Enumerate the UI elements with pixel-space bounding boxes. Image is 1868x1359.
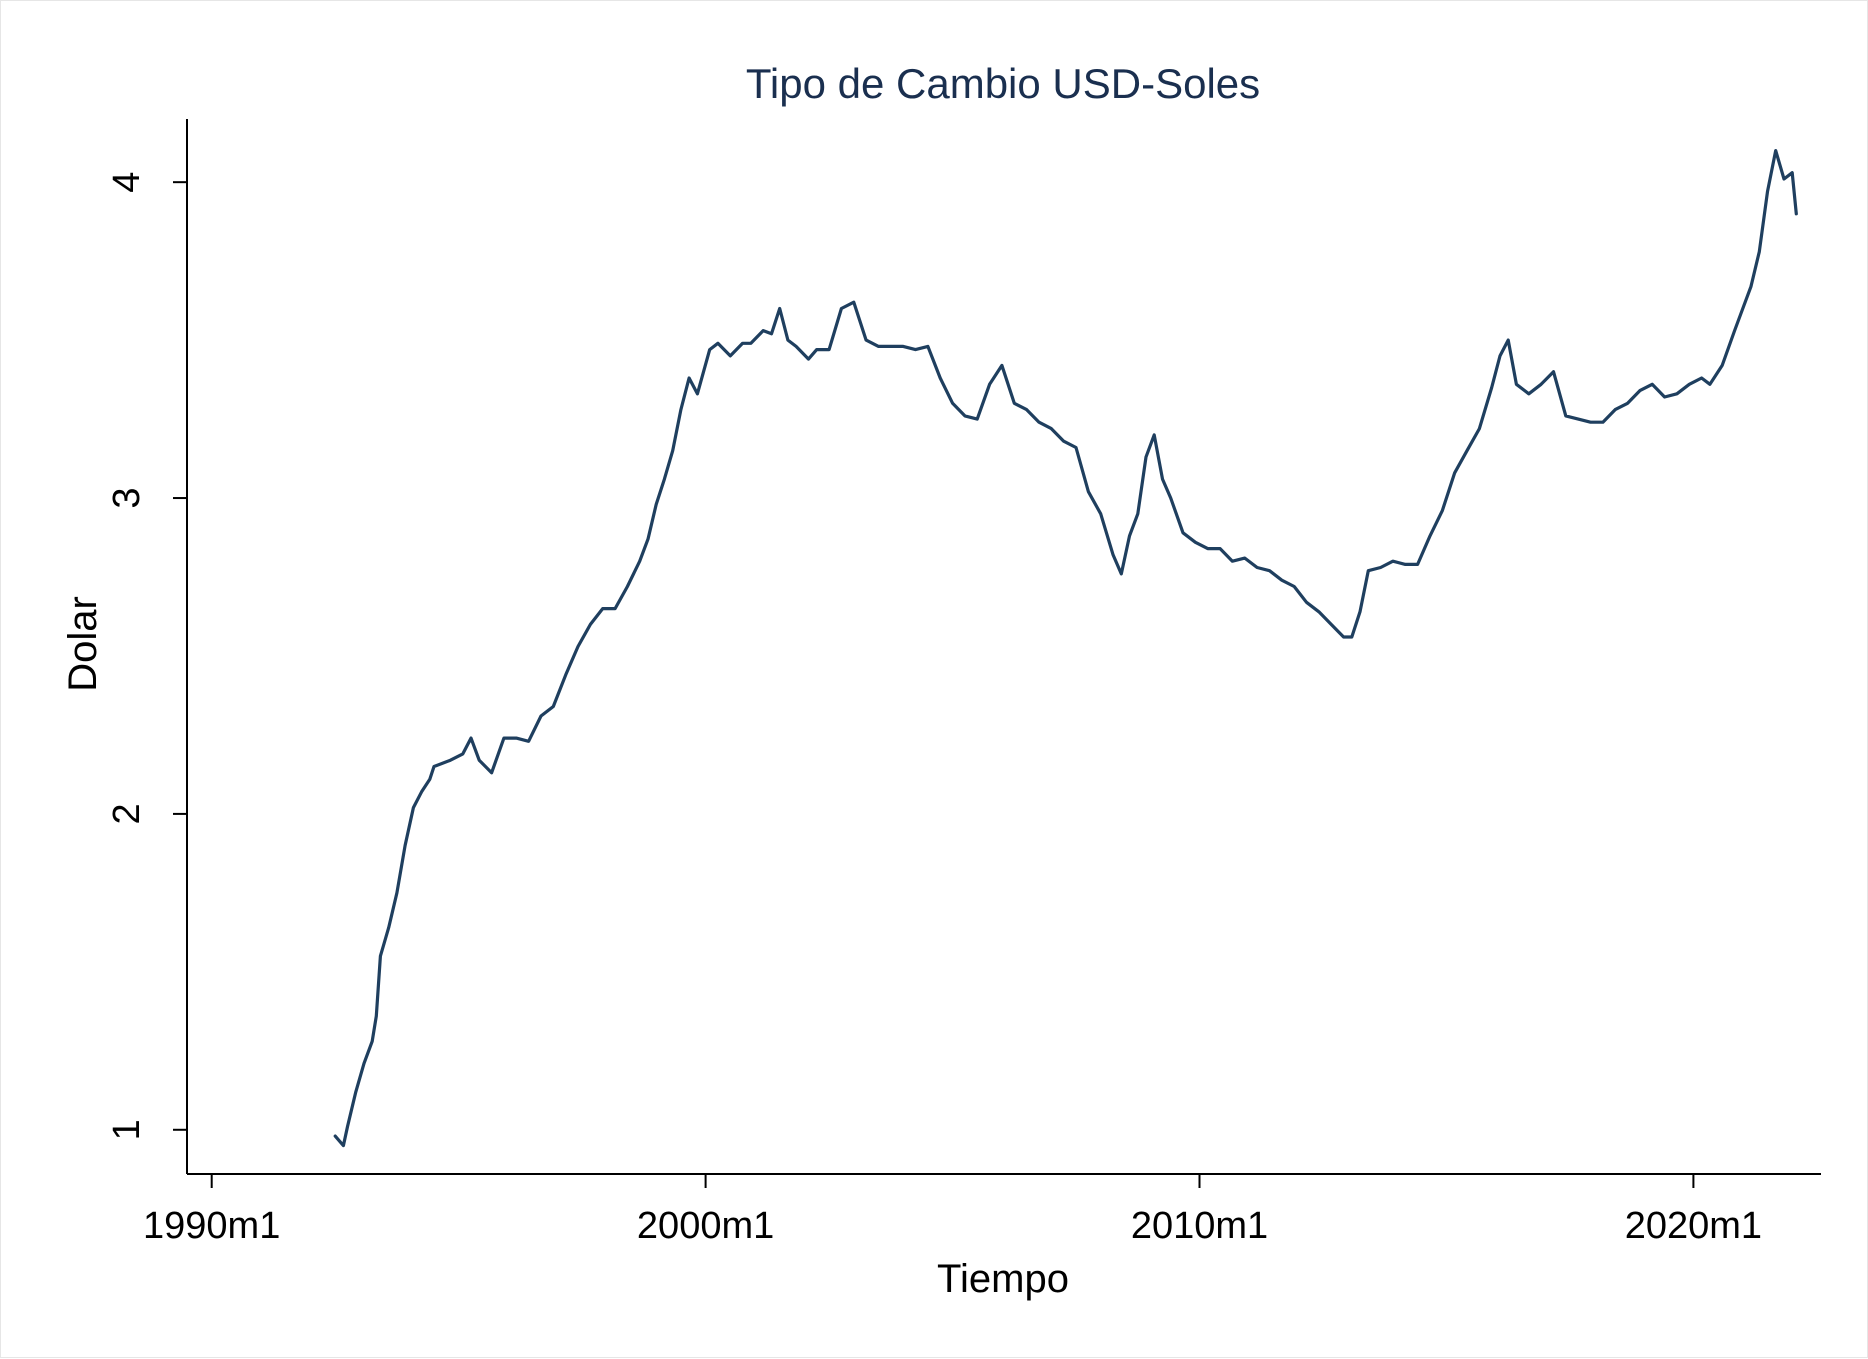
x-tick-label: 2000m1 — [637, 1205, 774, 1247]
y-tick-label: 4 — [106, 172, 148, 193]
y-axis-ticks: 1 2 3 4 — [106, 172, 187, 1141]
x-axis-ticks: 1990m1 2000m1 2010m1 2020m1 — [143, 1174, 1762, 1247]
y-tick-label: 3 — [106, 487, 148, 508]
x-tick-label: 2020m1 — [1625, 1205, 1762, 1247]
chart-title: Tipo de Cambio USD-Soles — [746, 60, 1260, 107]
series-points — [335, 151, 1796, 1146]
series-line — [335, 151, 1796, 1146]
y-tick-label: 1 — [106, 1119, 148, 1140]
x-axis-label: Tiempo — [937, 1257, 1069, 1301]
x-tick-label: 2010m1 — [1131, 1205, 1268, 1247]
x-tick-label: 1990m1 — [143, 1205, 280, 1247]
y-tick-label: 2 — [106, 803, 148, 824]
y-axis-label: Dolar — [61, 596, 105, 692]
